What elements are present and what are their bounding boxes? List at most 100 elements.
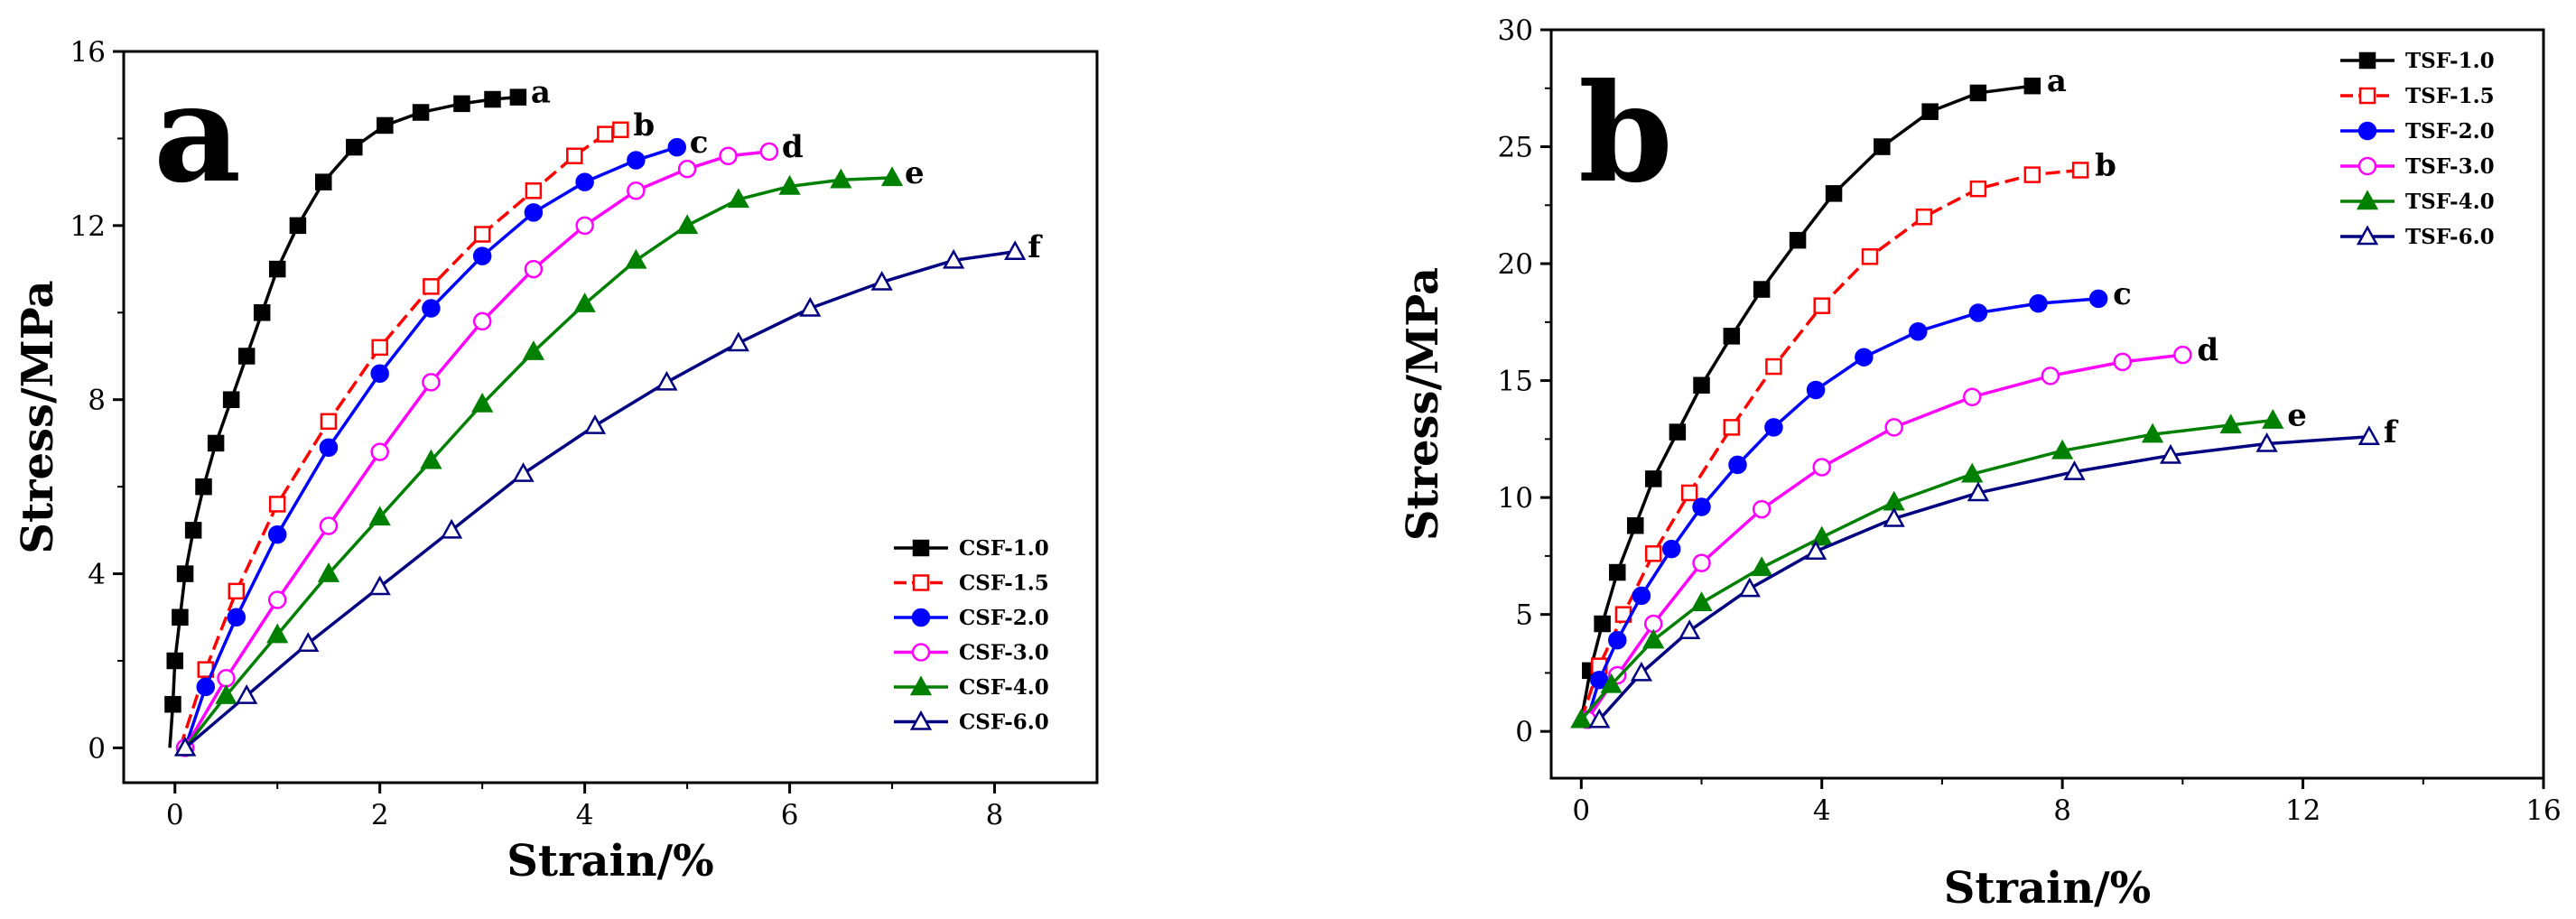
legend-label: TSF-2.0 <box>2405 119 2495 144</box>
data-point <box>2113 352 2133 372</box>
y-tick-label: 10 <box>1498 482 1533 515</box>
data-point <box>371 339 388 357</box>
data-point <box>228 582 246 600</box>
data-point <box>1967 481 1990 502</box>
data-point <box>368 506 391 526</box>
data-point <box>1693 376 1710 395</box>
y-tick-label: 16 <box>70 36 106 69</box>
data-point <box>522 340 545 360</box>
data-point <box>1752 499 1772 519</box>
series-CSF-4.0: e <box>173 155 925 757</box>
data-point <box>575 216 594 236</box>
data-point <box>1884 418 1903 437</box>
legend-label: CSF-2.0 <box>959 606 1049 630</box>
data-point <box>2051 439 2074 460</box>
data-point <box>453 95 470 113</box>
y-axis-title: Stress/MPa <box>1398 267 1448 541</box>
data-point <box>1883 506 1905 527</box>
data-point <box>1679 619 1701 640</box>
legend: CSF-1.0 CSF-1.5 CSF-2.0 CSF-3.0 CSF-4.0 CSF-6… <box>894 536 1049 735</box>
data-point <box>943 248 965 269</box>
data-point <box>370 442 389 461</box>
legend-label: TSF-1.0 <box>2405 49 2495 73</box>
legend-marker <box>2356 225 2379 246</box>
legend-label: CSF-6.0 <box>959 710 1049 735</box>
y-tick-label: 15 <box>1498 366 1533 398</box>
curve-end-label: b <box>633 107 655 144</box>
data-point <box>1723 419 1741 436</box>
data-point <box>370 364 389 384</box>
curve-end-label: e <box>905 155 925 191</box>
panel-a: 0 2 4 6 8 0 4 8 12 16 Strain/% Stress/MPa a a b c d e f CSF… <box>13 36 1099 887</box>
y-tick-label: 25 <box>1498 132 1533 164</box>
data-point <box>164 695 181 713</box>
series-TSF-2.0: c <box>1577 276 2132 729</box>
data-point <box>830 168 852 189</box>
legend-marker <box>909 675 933 696</box>
data-point <box>880 166 904 187</box>
legend-marker <box>909 710 933 730</box>
data-point <box>1962 387 1982 406</box>
data-point <box>320 413 338 431</box>
series-line <box>1579 418 2274 721</box>
legend-marker <box>2357 156 2377 176</box>
data-point <box>1632 586 1651 606</box>
data-point <box>227 608 246 627</box>
legend-label: CSF-1.0 <box>959 536 1049 561</box>
data-point <box>484 90 501 108</box>
data-point <box>1750 556 1773 577</box>
data-point <box>2029 293 2048 313</box>
data-point <box>1644 545 1662 562</box>
panel-letter: b <box>1578 54 1673 213</box>
data-point <box>1921 103 1939 120</box>
data-point <box>1692 497 1711 516</box>
series-line <box>1597 435 2369 721</box>
data-point <box>473 226 491 243</box>
y-tick-label: 5 <box>1515 599 1533 632</box>
data-point <box>2255 432 2278 452</box>
x-tick-label: 0 <box>166 799 184 831</box>
data-point <box>727 188 749 209</box>
data-point <box>1738 577 1761 598</box>
data-point <box>1874 138 1891 155</box>
data-point <box>1812 458 1831 477</box>
series-line <box>1586 297 2099 720</box>
data-point <box>289 217 307 235</box>
data-point <box>184 522 202 539</box>
data-point <box>1764 418 1783 437</box>
data-point <box>2141 422 2164 443</box>
data-point <box>566 147 583 164</box>
series-TSF-6.0: f <box>1588 414 2399 729</box>
data-point <box>217 669 236 688</box>
data-point <box>2071 162 2089 179</box>
curve-end-label: d <box>782 129 804 165</box>
data-point <box>266 623 289 644</box>
data-point <box>656 370 678 391</box>
legend-label: CSF-4.0 <box>959 675 1049 700</box>
x-tick-label: 8 <box>2053 794 2071 827</box>
x-tick-label: 4 <box>576 799 594 831</box>
y-tick-label: 8 <box>88 385 106 417</box>
data-point <box>1909 321 1928 341</box>
y-axis-title: Stress/MPa <box>13 280 63 553</box>
data-point <box>1806 380 1826 400</box>
data-point <box>440 518 463 539</box>
data-point <box>236 683 258 704</box>
series-TSF-1.0: a <box>1579 63 2067 720</box>
data-point <box>1642 628 1665 649</box>
x-axis-title: Strain/% <box>1944 863 2152 914</box>
data-point <box>237 348 256 365</box>
data-point <box>2357 425 2380 446</box>
data-point <box>2262 409 2284 429</box>
data-point <box>1969 84 1987 102</box>
data-point <box>319 516 339 535</box>
series-line <box>183 250 1016 749</box>
panel-letter: a <box>153 54 241 213</box>
data-point <box>253 304 271 321</box>
data-point <box>196 677 216 697</box>
legend-label: CSF-1.5 <box>959 571 1049 596</box>
data-point <box>1004 240 1027 261</box>
data-point <box>423 278 440 295</box>
data-point <box>2173 345 2192 365</box>
